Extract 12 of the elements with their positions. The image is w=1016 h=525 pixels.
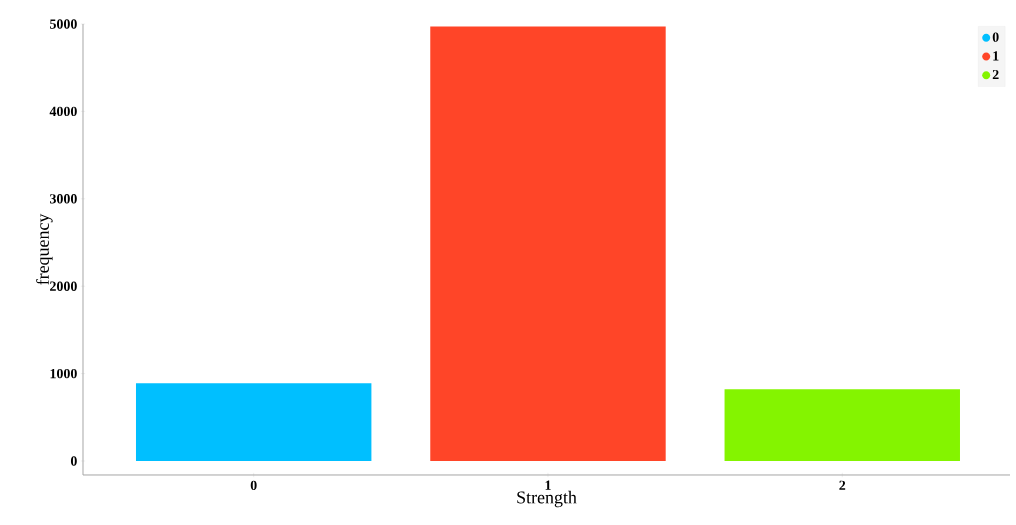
legend-label: 1 [993, 51, 999, 61]
y-tick-label: 0 [70, 456, 77, 466]
y-tick-label: 3000 [50, 194, 77, 204]
x-axis-title: Strength [517, 490, 577, 508]
x-tick-label: 1 [545, 480, 551, 490]
x-tick-label: 2 [839, 480, 846, 490]
legend-label: 0 [992, 32, 999, 42]
x-tick-label: 0 [250, 480, 257, 491]
y-tick-label: 4000 [49, 106, 77, 117]
legend-label: 2 [992, 69, 999, 80]
y-tick-label: 1000 [50, 368, 77, 379]
y-tick-label: 5000 [50, 19, 77, 29]
